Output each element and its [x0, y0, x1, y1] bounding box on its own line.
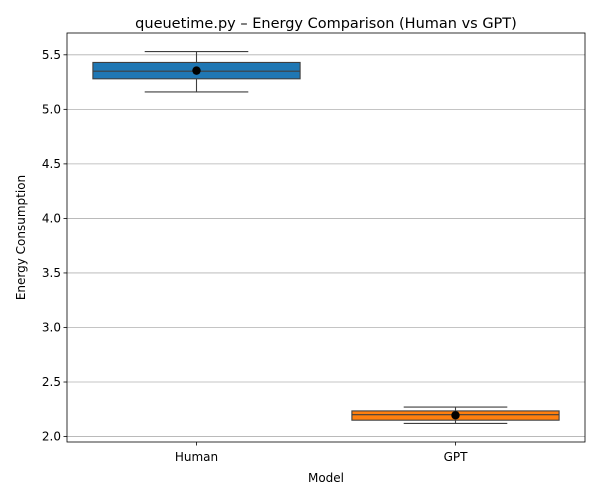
x-tick-label: Human: [175, 450, 218, 464]
y-axis: 2.0 2.5 3.0 3.5 4.0 4.5 5.0 5.5: [42, 48, 67, 444]
mean-marker: [451, 411, 460, 420]
x-tick-label: GPT: [444, 450, 469, 464]
y-axis-label: Energy Consumption: [14, 175, 28, 300]
y-tick-label: 2.5: [42, 375, 61, 389]
x-axis-label: Model: [308, 471, 344, 485]
y-tick-label: 5.0: [42, 102, 61, 116]
y-tick-label: 5.5: [42, 48, 61, 62]
y-tick-label: 4.0: [42, 211, 61, 225]
chart-title: queuetime.py – Energy Comparison (Human …: [135, 16, 517, 32]
y-tick-label: 2.0: [42, 430, 61, 444]
y-tick-label: 4.5: [42, 157, 61, 171]
box-gpt: [351, 406, 560, 425]
x-axis: Human GPT: [175, 442, 468, 464]
box-human: [92, 50, 301, 93]
y-tick-label: 3.0: [42, 320, 61, 334]
boxes: [92, 50, 560, 425]
grid-lines: [67, 54, 585, 437]
mean-marker: [192, 66, 201, 75]
y-tick-label: 3.5: [42, 266, 61, 280]
plot-frame: [66, 32, 586, 443]
plot-background: [67, 33, 585, 442]
